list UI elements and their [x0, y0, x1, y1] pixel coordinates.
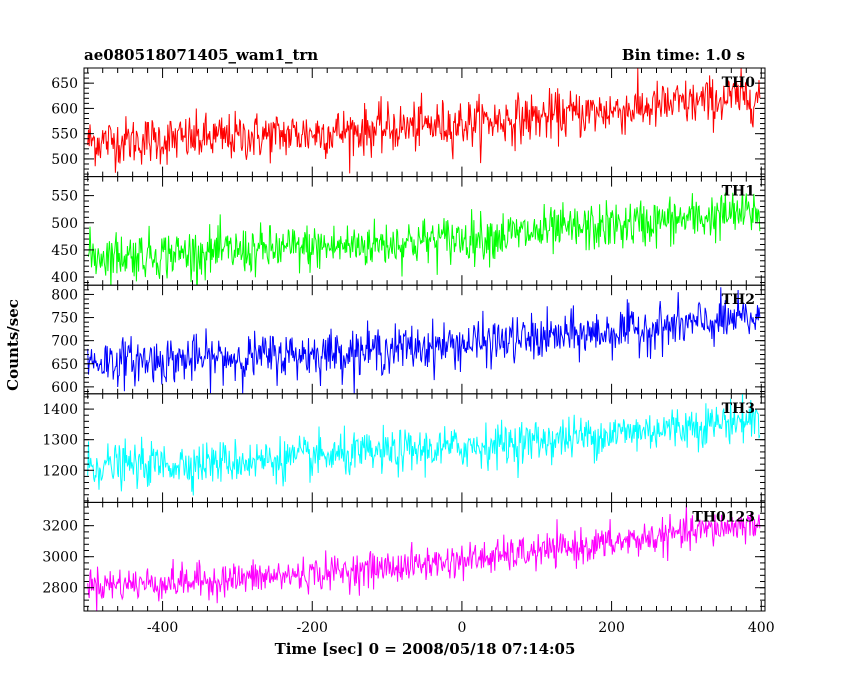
- x-tick-label: -200: [297, 620, 328, 636]
- y-tick-label: 650: [51, 357, 78, 373]
- series-line-th1: [87, 186, 761, 286]
- y-tick-label: 700: [51, 334, 78, 350]
- y-tick-label: 600: [51, 101, 78, 117]
- x-tick-label: 0: [457, 620, 466, 636]
- x-tick-label: -400: [147, 620, 178, 636]
- y-tick-label: 1300: [42, 433, 78, 449]
- y-tick-label: 550: [51, 189, 78, 205]
- y-tick-label: 650: [51, 76, 78, 92]
- series-line-th3: [87, 393, 761, 496]
- panel-label-th0: TH0: [722, 75, 756, 91]
- y-tick-label: 1200: [42, 463, 78, 479]
- y-tick-label: 3200: [42, 519, 78, 535]
- series-line-th0123: [87, 504, 761, 611]
- y-axis-label: Counts/sec: [4, 299, 22, 391]
- series-line-th2: [87, 287, 761, 394]
- y-tick-label: 1400: [42, 402, 78, 418]
- y-tick-label: 800: [51, 287, 78, 303]
- y-tick-label: 450: [51, 243, 78, 259]
- series-line-th0: [87, 68, 761, 174]
- y-tick-label: 550: [51, 127, 78, 143]
- panel-label-th0123: TH0123: [692, 509, 755, 525]
- x-axis-label: Time [sec] 0 = 2008/05/18 07:14:05: [275, 640, 576, 658]
- y-tick-label: 400: [51, 270, 78, 286]
- y-tick-label: 2800: [42, 581, 78, 597]
- y-tick-label: 500: [51, 152, 78, 168]
- chart-title: ae080518071405_wam1_trn: [84, 46, 318, 64]
- y-tick-label: 600: [51, 380, 78, 396]
- x-tick-label: 400: [748, 620, 775, 636]
- y-tick-label: 500: [51, 216, 78, 232]
- panels-group: 500 550 600 650 TH0 400 450 500 550 TH1 600 650 700 7…: [42, 67, 775, 636]
- panel-label-th3: TH3: [722, 401, 755, 417]
- y-tick-label: 3000: [42, 550, 78, 566]
- y-tick-label: 750: [51, 311, 78, 327]
- panel-label-th2: TH2: [722, 292, 755, 308]
- x-tick-label: 200: [598, 620, 625, 636]
- bin-time-label: Bin time: 1.0 s: [622, 46, 745, 64]
- panel-label-th1: TH1: [722, 184, 755, 200]
